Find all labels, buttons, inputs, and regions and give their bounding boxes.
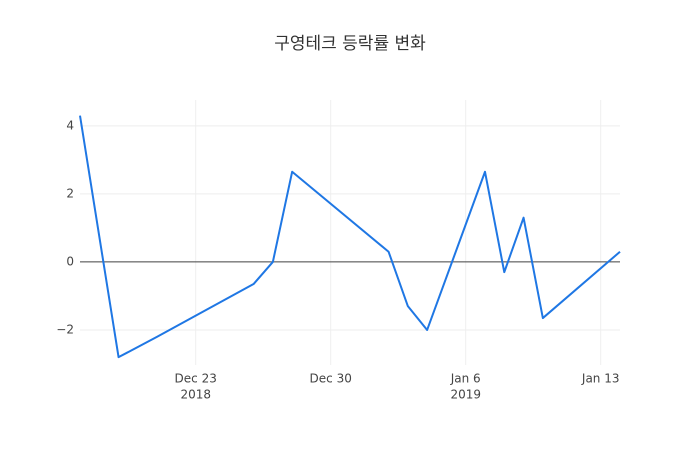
line-series	[79, 115, 621, 359]
y-tick-label: −2	[56, 322, 74, 336]
x-tick-label: Dec 23	[175, 372, 217, 386]
y-tick-label: 0	[66, 254, 74, 268]
x-tick-year: 2019	[450, 388, 481, 402]
y-tick-label: 2	[66, 186, 74, 200]
x-tick-year: 2018	[180, 388, 211, 402]
x-tick-label: Jan 13	[581, 372, 620, 386]
x-tick-label: Jan 6	[450, 372, 481, 386]
x-tick-label: Dec 30	[310, 372, 352, 386]
chart-title: 구영테크 등락률 변화	[274, 34, 426, 54]
y-tick-label: 4	[66, 118, 74, 132]
